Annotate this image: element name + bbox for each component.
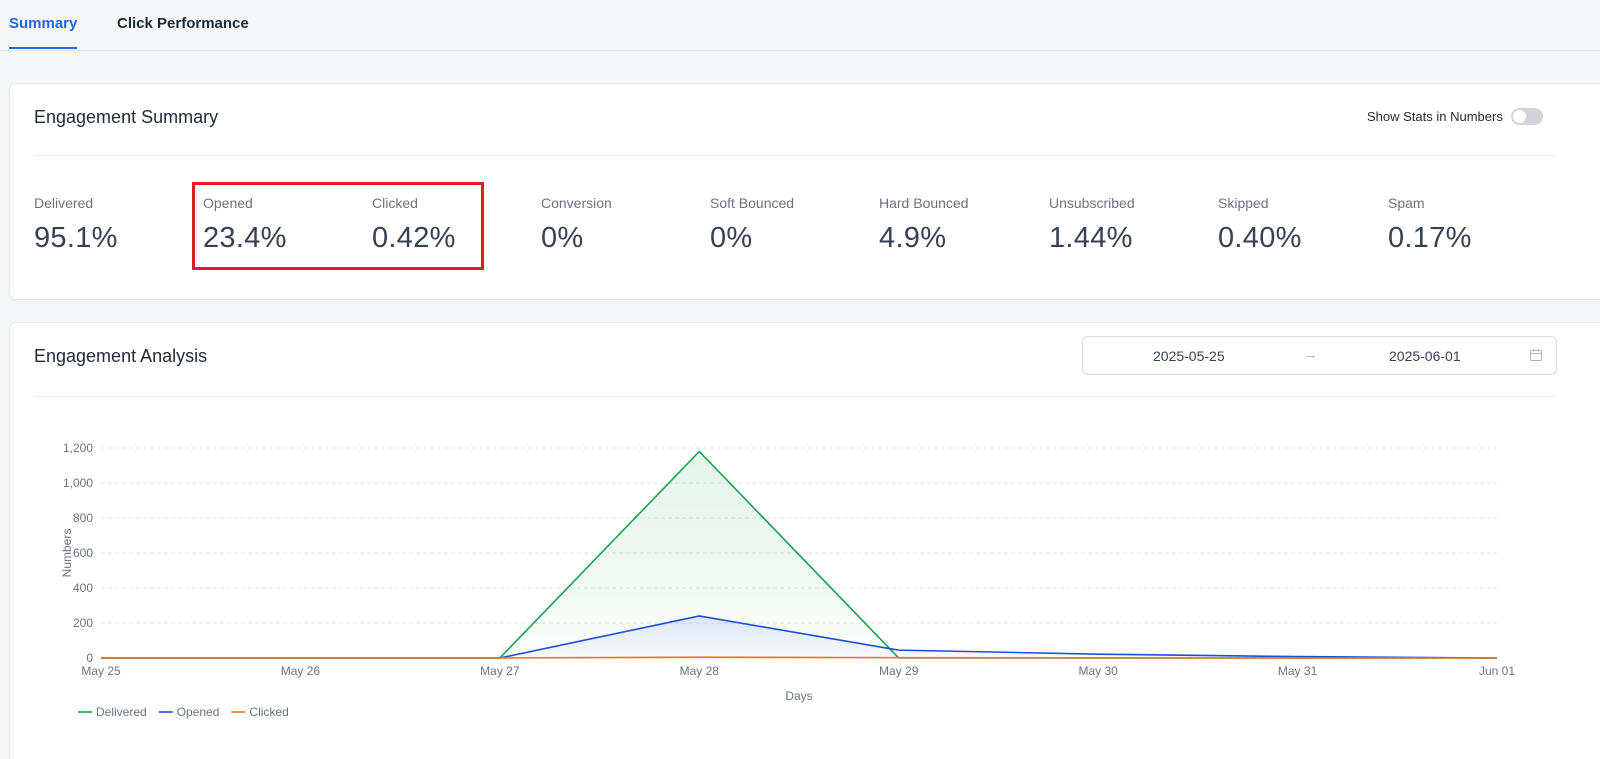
date-end-input[interactable]: 2025-06-01	[1389, 348, 1461, 364]
calendar-icon[interactable]	[1529, 348, 1543, 362]
x-tick-label: May 28	[680, 664, 720, 678]
stat-opened: Opened 23.4%	[203, 195, 287, 255]
engagement-summary-card: Engagement Summary Show Stats in Numbers…	[9, 83, 1600, 300]
date-start-input[interactable]: 2025-05-25	[1153, 348, 1225, 364]
x-tick-label: May 27	[480, 664, 520, 678]
x-tick-label: May 26	[281, 664, 321, 678]
y-axis-label: Numbers	[60, 529, 74, 578]
stat-value: 0%	[710, 222, 753, 254]
y-tick-label: 600	[73, 546, 93, 560]
stat-unsubscribed: Unsubscribed 1.44%	[1049, 195, 1135, 255]
stat-label: Unsubscribed	[1049, 195, 1135, 211]
highlight-box-opened-clicked	[192, 182, 484, 270]
x-axis-label: Days	[785, 689, 812, 703]
engagement-analysis-title: Engagement Analysis	[34, 346, 208, 366]
x-tick-label: Jun 01	[1479, 664, 1515, 678]
x-tick-label: May 29	[879, 664, 919, 678]
stat-label: Spam	[1388, 195, 1425, 211]
show-stats-toggle-group: Show Stats in Numbers	[1367, 108, 1543, 125]
stat-label: Conversion	[541, 195, 612, 211]
series-line-clicked	[101, 656, 1497, 659]
stat-value: 0.40%	[1218, 222, 1302, 254]
stat-value: 1.44%	[1049, 222, 1133, 254]
stat-hard-bounced: Hard Bounced 4.9%	[879, 195, 969, 255]
date-range-picker[interactable]: 2025-05-25 → 2025-06-01	[1082, 336, 1557, 375]
engagement-analysis-card: Engagement Analysis 2025-05-25 → 2025-06…	[9, 322, 1600, 759]
legend-label-delivered: Delivered	[96, 705, 147, 719]
engagement-summary-title: Engagement Summary	[34, 107, 219, 127]
x-tick-label: May 31	[1278, 664, 1318, 678]
series-area-opened	[101, 616, 1497, 658]
y-tick-label: 0	[86, 651, 93, 665]
y-tick-label: 1,200	[63, 441, 93, 455]
tab-summary[interactable]: Summary	[9, 15, 78, 49]
tab-bar: Summary Click Performance	[0, 0, 1600, 51]
y-tick-label: 400	[73, 581, 93, 595]
tab-click-performance[interactable]: Click Performance	[117, 15, 249, 32]
summary-divider	[34, 155, 1556, 156]
stat-label: Soft Bounced	[710, 195, 795, 211]
stat-label: Opened	[203, 195, 253, 211]
legend-label-clicked: Clicked	[249, 705, 288, 719]
x-tick-label: May 25	[81, 664, 121, 678]
y-tick-label: 800	[73, 511, 93, 525]
legend-label-opened: Opened	[177, 705, 220, 719]
stat-delivered: Delivered 95.1%	[34, 195, 118, 255]
stat-value: 95.1%	[34, 222, 118, 254]
stat-value: 23.4%	[203, 222, 287, 254]
engagement-line-chart: 0 200 400 600 800 1,000 1,200 May 25 May 26 May 2…	[60, 441, 1515, 719]
stat-conversion: Conversion 0%	[541, 195, 612, 255]
stat-skipped: Skipped 0.40%	[1218, 195, 1302, 255]
stat-value: 0.42%	[372, 222, 456, 254]
stat-label: Hard Bounced	[879, 195, 969, 211]
stat-label: Clicked	[372, 195, 418, 211]
show-stats-toggle[interactable]	[1510, 108, 1543, 125]
stat-label: Skipped	[1218, 195, 1269, 211]
stat-spam: Spam 0.17%	[1388, 195, 1472, 255]
stat-value: 0%	[541, 222, 584, 254]
stat-label: Delivered	[34, 195, 94, 211]
stat-value: 4.9%	[879, 222, 947, 254]
arrow-right-icon: →	[1303, 346, 1318, 363]
stat-soft-bounced: Soft Bounced 0%	[710, 195, 794, 255]
x-tick-label: May 30	[1078, 664, 1118, 678]
y-tick-label: 200	[73, 616, 93, 630]
stat-clicked: Clicked 0.42%	[372, 195, 456, 255]
y-tick-label: 1,000	[63, 476, 93, 490]
show-stats-label: Show Stats in Numbers	[1367, 109, 1503, 124]
analysis-divider	[34, 396, 1556, 397]
stat-value: 0.17%	[1388, 222, 1472, 254]
